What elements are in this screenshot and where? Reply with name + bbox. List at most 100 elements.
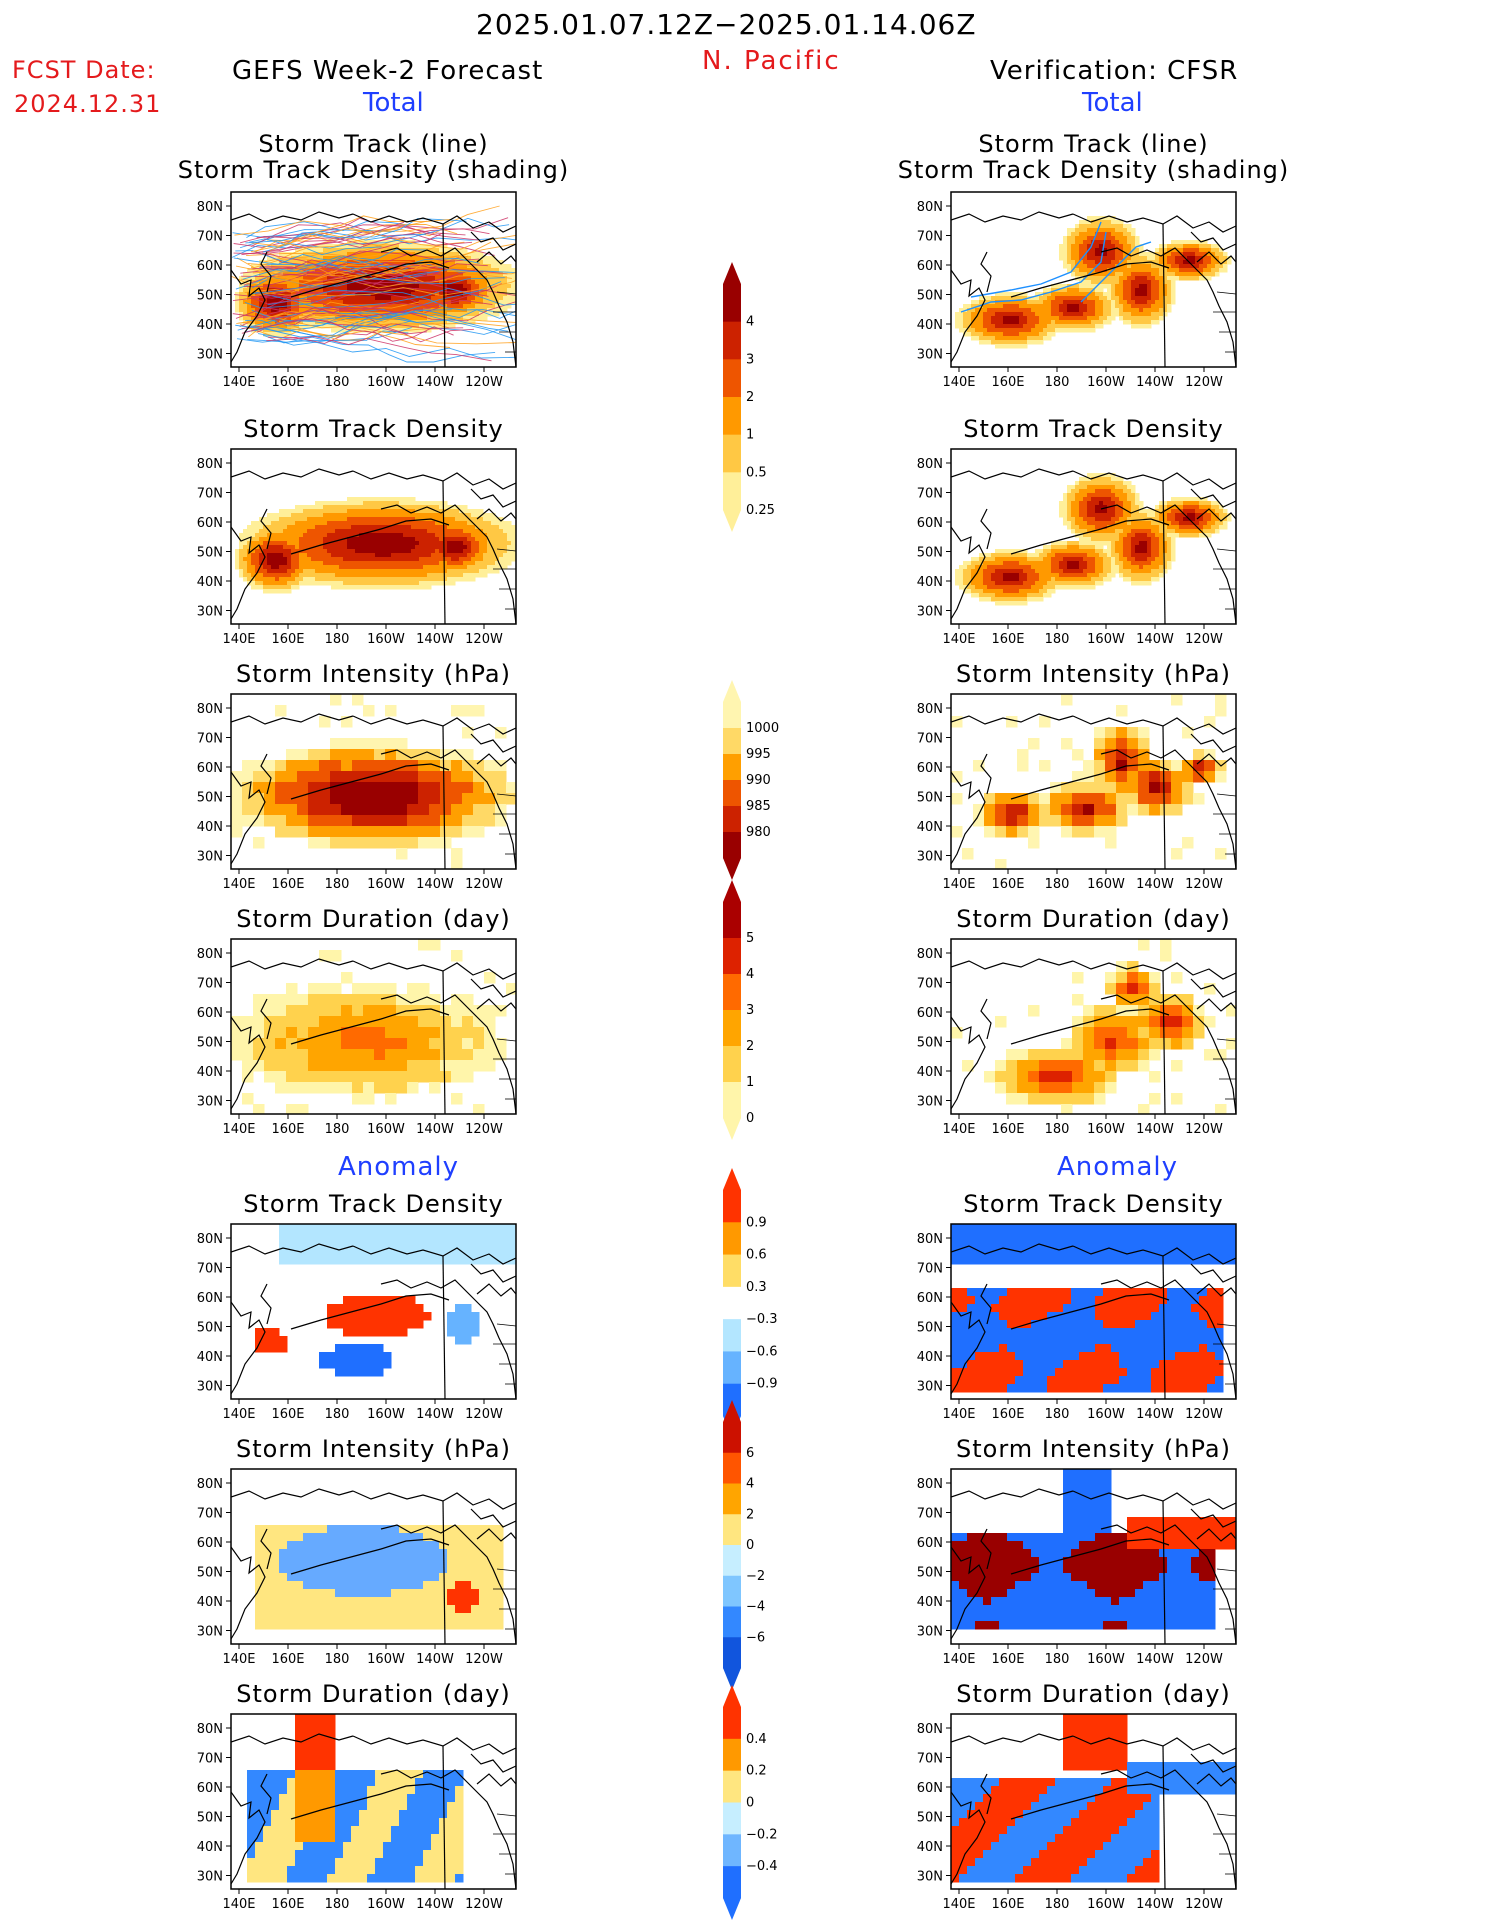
- period-title: 2025.01.07.12Z−2025.01.14.06Z: [476, 8, 977, 41]
- colorbar-tick-label: 0.4: [746, 1732, 767, 1747]
- lon-tick-label: 160E: [271, 1652, 304, 1667]
- colorbar-tick-label: −0.3: [746, 1312, 778, 1327]
- lon-tick-label: 120W: [1185, 632, 1223, 647]
- colorbar-tick-label: 0.25: [746, 503, 775, 518]
- colorbar-anom-density: 0.9 0.6 0.3 −0.3 −0.6 −0.9: [720, 1168, 790, 1442]
- lat-tick-label: 80N: [917, 1722, 943, 1737]
- right-panel-6-title: Storm Intensity (hPa): [956, 1435, 1231, 1463]
- lon-tick-label: 140E: [942, 632, 975, 647]
- lon-tick-label: 180: [325, 1897, 350, 1912]
- right-total-label: Total: [1082, 88, 1143, 118]
- lat-tick-label: 50N: [197, 1566, 223, 1581]
- lon-tick-label: 180: [1045, 877, 1070, 892]
- lat-tick-label: 50N: [197, 1321, 223, 1336]
- colorbar-tick-label: 985: [746, 799, 771, 814]
- lon-tick-label: 140E: [942, 877, 975, 892]
- lon-tick-label: 140W: [416, 1407, 454, 1422]
- colorbar-tick-label: 2: [746, 1507, 754, 1522]
- left-panel-1-subtitle: Storm Track Density (shading): [177, 156, 570, 184]
- lon-tick-label: 180: [1045, 1122, 1070, 1137]
- lon-tick-label: 120W: [465, 375, 503, 390]
- lat-tick-label: 60N: [917, 761, 943, 776]
- colorbar-tick-label: 6: [746, 1446, 754, 1461]
- lon-tick-label: 140W: [416, 1652, 454, 1667]
- lon-tick-label: 160W: [1087, 1122, 1125, 1137]
- right-anomaly-label: Anomaly: [1057, 1152, 1179, 1182]
- colorbar-tick-label: 0.2: [746, 1764, 767, 1779]
- lon-tick-label: 140W: [1136, 1897, 1174, 1912]
- colorbar-tick-label: 980: [746, 825, 771, 840]
- lat-tick-label: 30N: [917, 605, 943, 620]
- left-panel-2-title: Storm Track Density: [243, 415, 504, 443]
- lat-tick-label: 50N: [917, 546, 943, 561]
- lat-tick-label: 80N: [917, 1232, 943, 1247]
- lat-tick-label: 30N: [917, 348, 943, 363]
- lat-tick-label: 80N: [917, 200, 943, 215]
- lon-tick-label: 120W: [1185, 375, 1223, 390]
- colorbar-density: 4 3 2 1 0.5 0.25: [720, 262, 790, 536]
- left-panel-1-title: Storm Track (line): [258, 130, 489, 158]
- left-panel-6-title: Storm Intensity (hPa): [236, 1435, 511, 1463]
- lat-tick-label: 70N: [917, 1507, 943, 1522]
- lat-tick-label: 80N: [197, 947, 223, 962]
- lon-tick-label: 160E: [991, 877, 1024, 892]
- colorbar-intensity: 1000 995 990 985 980: [720, 680, 790, 884]
- lon-tick-label: 140E: [222, 375, 255, 390]
- lon-tick-label: 140W: [1136, 1652, 1174, 1667]
- region-title: N. Pacific: [702, 46, 841, 76]
- right-panel-3-map: 80N 70N 60N 50N 40N 30N 140E 160E 180 160W 140W 120…: [905, 692, 1246, 893]
- colorbar-tick-label: 3: [746, 352, 754, 367]
- lon-tick-label: 180: [325, 1652, 350, 1667]
- lon-tick-label: 160W: [367, 375, 405, 390]
- left-panel-3-map: 80N 70N 60N 50N 40N 30N 140E 160E 180 160W 140W 120…: [185, 692, 526, 893]
- right-panel-2-title: Storm Track Density: [963, 415, 1224, 443]
- left-panel-4-map: 80N 70N 60N 50N 40N 30N 140E 160E 180 160W 140W 120…: [185, 937, 526, 1138]
- colorbar-tick-label: 1: [746, 1075, 754, 1090]
- colorbar-tick-label: 0.6: [746, 1248, 767, 1263]
- lat-tick-label: 60N: [197, 516, 223, 531]
- lon-tick-label: 140W: [1136, 877, 1174, 892]
- left-panel-3-title: Storm Intensity (hPa): [236, 660, 511, 688]
- lon-tick-label: 140E: [222, 1407, 255, 1422]
- right-panel-5-title: Storm Track Density: [963, 1190, 1224, 1218]
- left-panel-2-map: 80N 70N 60N 50N 40N 30N 140E 160E 180 160W 140W 120…: [185, 447, 526, 648]
- lat-tick-label: 40N: [917, 1595, 943, 1610]
- lat-tick-label: 30N: [917, 850, 943, 865]
- lon-tick-label: 140E: [942, 1407, 975, 1422]
- right-panel-2-map: 80N 70N 60N 50N 40N 30N 140E 160E 180 160W 140W 120…: [905, 447, 1246, 648]
- lat-tick-label: 30N: [917, 1625, 943, 1640]
- lon-tick-label: 180: [1045, 1652, 1070, 1667]
- lat-tick-label: 50N: [917, 791, 943, 806]
- lat-tick-label: 70N: [197, 732, 223, 747]
- lat-tick-label: 60N: [917, 1536, 943, 1551]
- right-panel-4-map: 80N 70N 60N 50N 40N 30N 140E 160E 180 160W 140W 120…: [905, 937, 1246, 1138]
- lon-tick-label: 140W: [1136, 1122, 1174, 1137]
- colorbar-tick-label: 3: [746, 1003, 754, 1018]
- colorbar-tick-label: 0.3: [746, 1280, 767, 1295]
- lon-tick-label: 160W: [367, 1897, 405, 1912]
- lon-tick-label: 120W: [465, 877, 503, 892]
- lon-tick-label: 140E: [942, 1897, 975, 1912]
- colorbar-tick-label: 0: [746, 1796, 754, 1811]
- lat-tick-label: 80N: [197, 1232, 223, 1247]
- lat-tick-label: 40N: [197, 575, 223, 590]
- lat-tick-label: 60N: [917, 1291, 943, 1306]
- lon-tick-label: 180: [325, 877, 350, 892]
- lon-tick-label: 160E: [271, 877, 304, 892]
- left-panel-4-title: Storm Duration (day): [236, 905, 511, 933]
- right-column-title: Verification: CFSR: [990, 56, 1239, 86]
- lat-tick-label: 50N: [917, 1811, 943, 1826]
- colorbar-tick-label: 0: [746, 1538, 754, 1553]
- lat-tick-label: 50N: [197, 546, 223, 561]
- colorbar-tick-label: −6: [746, 1630, 765, 1645]
- lat-tick-label: 50N: [197, 1811, 223, 1826]
- lat-tick-label: 50N: [197, 289, 223, 304]
- lon-tick-label: 160E: [271, 1407, 304, 1422]
- colorbar-tick-label: 995: [746, 747, 771, 762]
- lat-tick-label: 60N: [917, 516, 943, 531]
- right-panel-3-title: Storm Intensity (hPa): [956, 660, 1231, 688]
- lon-tick-label: 140E: [222, 1652, 255, 1667]
- lon-tick-label: 140W: [416, 632, 454, 647]
- lon-tick-label: 160E: [991, 1652, 1024, 1667]
- colorbar-tick-label: −4: [746, 1600, 765, 1615]
